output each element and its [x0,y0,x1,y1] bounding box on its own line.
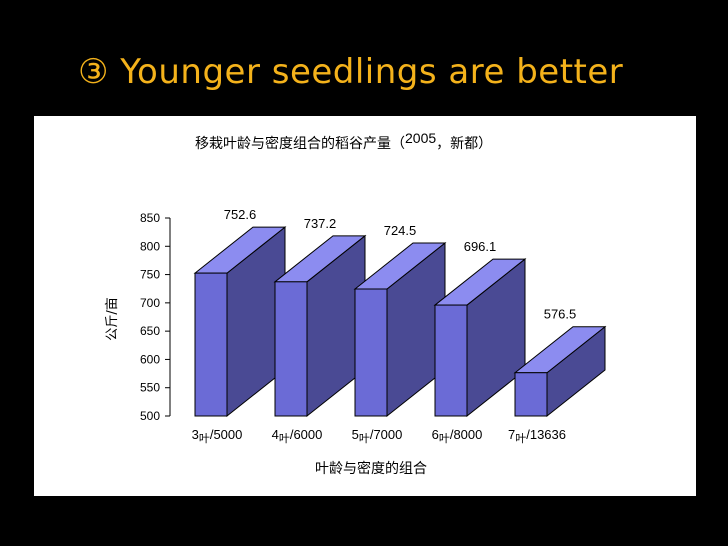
x-tick-label: 4叶/6000 [272,427,323,445]
chart-title-prefix: 移栽叶龄与密度组合的稻谷产量（ [195,135,405,152]
data-label: 696.1 [464,239,497,254]
y-axis-title: 公斤/亩 [104,297,120,340]
data-label: 576.5 [544,307,577,322]
x-tick-label: 7叶/13636 [508,427,566,445]
y-tick-label: 850 [140,211,160,225]
x-tick-label: 3叶/5000 [192,427,243,445]
data-label: 724.5 [384,223,417,238]
bar-front-face [194,272,228,417]
y-tick-label: 550 [140,381,160,395]
bar-front-face [274,281,308,417]
y-tick-label: 700 [140,296,160,310]
chart-title-suffix: ，新都） [436,136,492,152]
y-tick-label: 600 [140,352,160,366]
data-label: 737.2 [304,216,337,231]
data-label: 752.6 [224,207,257,222]
bar-5 [513,325,607,418]
y-tick-label: 650 [140,324,160,338]
chart-title-year: 2005 [405,130,436,146]
bar-3 [353,241,447,418]
y-tick-label: 750 [140,268,160,282]
y-tick-label: 500 [140,409,160,423]
y-tick-label: 800 [140,239,160,253]
x-axis-title: 叶龄与密度的组合 [315,460,427,477]
x-tick-label: 6叶/8000 [432,427,483,445]
bar-4 [433,258,527,418]
x-tick-label: 5叶/7000 [352,427,403,445]
chart-title: 移栽叶龄与密度组合的稻谷产量（2005，新都） [195,130,492,152]
bar-2 [273,234,367,418]
chart-panel: 移栽叶龄与密度组合的稻谷产量（2005，新都） 500 550 600 650 700 7… [34,116,696,496]
bar-chart: 移栽叶龄与密度组合的稻谷产量（2005，新都） 500 550 600 650 700 7… [104,130,607,477]
bar-front-face [434,304,468,417]
bar-1 [193,226,287,418]
slide-title: ③ Younger seedlings are better [78,52,624,92]
bar-front-face [514,372,548,417]
bar-front-face [354,288,388,417]
